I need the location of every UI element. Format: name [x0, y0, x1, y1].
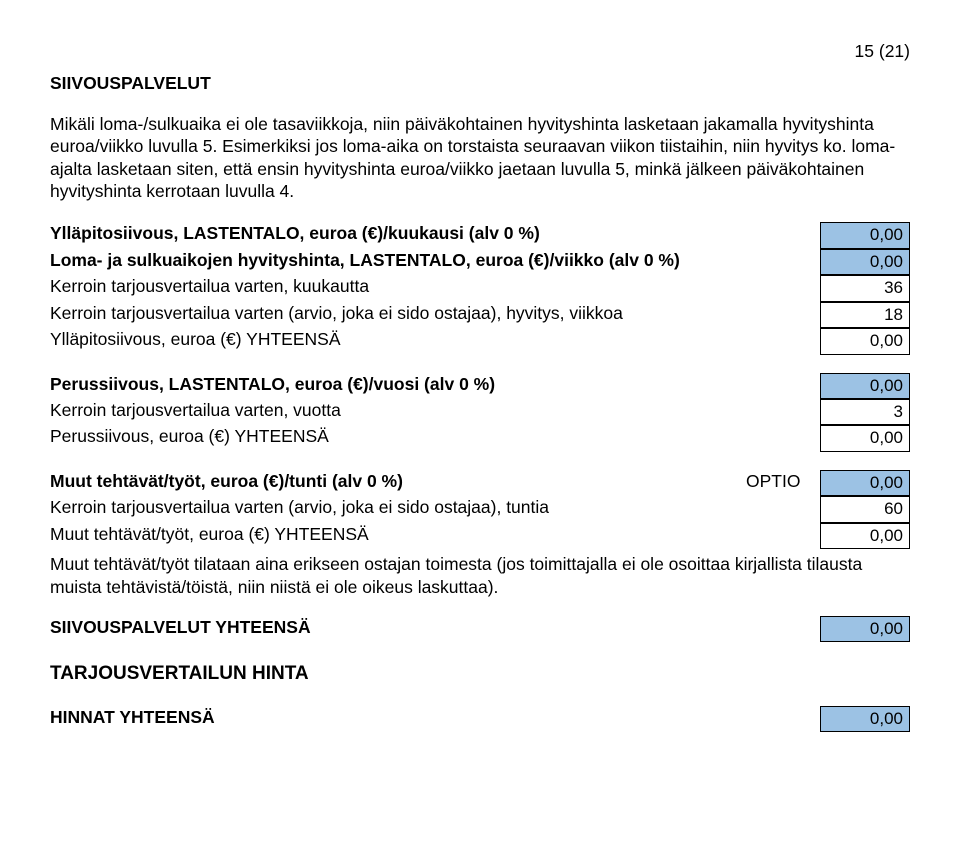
total-label: SIIVOUSPALVELUT YHTEENSÄ	[50, 616, 820, 642]
table-row: Perussiivous, LASTENTALO, euroa (€)/vuos…	[50, 373, 910, 399]
row-label: Kerroin tarjousvertailua varten (arvio, …	[50, 496, 816, 522]
total-value: 0,00	[820, 616, 910, 642]
row-value: 0,00	[820, 523, 910, 549]
table-row: Muut tehtävät/työt, euroa (€)/tunti (alv…	[50, 470, 910, 496]
table-row: Kerroin tarjousvertailua varten, vuotta3	[50, 399, 910, 425]
table-row: Kerroin tarjousvertailua varten (arvio, …	[50, 302, 910, 328]
intro-paragraph: Mikäli loma-/sulkuaika ei ole tasaviikko…	[50, 113, 910, 203]
row-value: 0,00	[820, 373, 910, 399]
row-value: 60	[820, 496, 910, 522]
table-row: Ylläpitosiivous, LASTENTALO, euroa (€)/k…	[50, 222, 910, 248]
tarjousvertailun-title: TARJOUSVERTAILUN HINTA	[50, 662, 910, 686]
total-label: HINNAT YHTEENSÄ	[50, 706, 820, 732]
muut-footer-paragraph: Muut tehtävät/työt tilataan aina eriksee…	[50, 553, 910, 598]
perussiivous-block: Perussiivous, LASTENTALO, euroa (€)/vuos…	[50, 373, 910, 452]
row-label: Muut tehtävät/työt, euroa (€)/tunti (alv…	[50, 470, 746, 496]
table-row: Kerroin tarjousvertailua varten (arvio, …	[50, 496, 910, 522]
section-title: SIIVOUSPALVELUT	[50, 72, 910, 94]
row-label: Perussiivous, euroa (€) YHTEENSÄ	[50, 425, 816, 451]
row-label: Muut tehtävät/työt, euroa (€) YHTEENSÄ	[50, 523, 816, 549]
row-value: 0,00	[820, 328, 910, 354]
total-value: 0,00	[820, 706, 910, 732]
row-label: Kerroin tarjousvertailua varten, vuotta	[50, 399, 816, 425]
row-value: 36	[820, 275, 910, 301]
siivous-total-row: SIIVOUSPALVELUT YHTEENSÄ 0,00	[50, 616, 910, 642]
row-value: 0,00	[820, 425, 910, 451]
page-number: 15 (21)	[50, 40, 910, 62]
table-row: Muut tehtävät/työt, euroa (€) YHTEENSÄ0,…	[50, 523, 910, 549]
optio-label: OPTIO	[746, 470, 816, 496]
row-label: Ylläpitosiivous, euroa (€) YHTEENSÄ	[50, 328, 816, 354]
muut-block: Muut tehtävät/työt, euroa (€)/tunti (alv…	[50, 470, 910, 549]
table-row: Kerroin tarjousvertailua varten, kuukaut…	[50, 275, 910, 301]
table-row: Ylläpitosiivous, euroa (€) YHTEENSÄ0,00	[50, 328, 910, 354]
row-label: Kerroin tarjousvertailua varten, kuukaut…	[50, 275, 816, 301]
table-row: Perussiivous, euroa (€) YHTEENSÄ0,00	[50, 425, 910, 451]
row-value: 0,00	[820, 249, 910, 275]
row-label: Loma- ja sulkuaikojen hyvityshinta, LAST…	[50, 249, 816, 275]
row-label: Ylläpitosiivous, LASTENTALO, euroa (€)/k…	[50, 222, 816, 248]
row-label: Perussiivous, LASTENTALO, euroa (€)/vuos…	[50, 373, 816, 399]
row-label: Kerroin tarjousvertailua varten (arvio, …	[50, 302, 816, 328]
yllapito-block: Ylläpitosiivous, LASTENTALO, euroa (€)/k…	[50, 222, 910, 354]
row-value: 3	[820, 399, 910, 425]
row-value: 0,00	[820, 222, 910, 248]
hinnat-total-row: HINNAT YHTEENSÄ 0,00	[50, 706, 910, 732]
table-row: Loma- ja sulkuaikojen hyvityshinta, LAST…	[50, 249, 910, 275]
row-value: 0,00	[820, 470, 910, 496]
row-value: 18	[820, 302, 910, 328]
